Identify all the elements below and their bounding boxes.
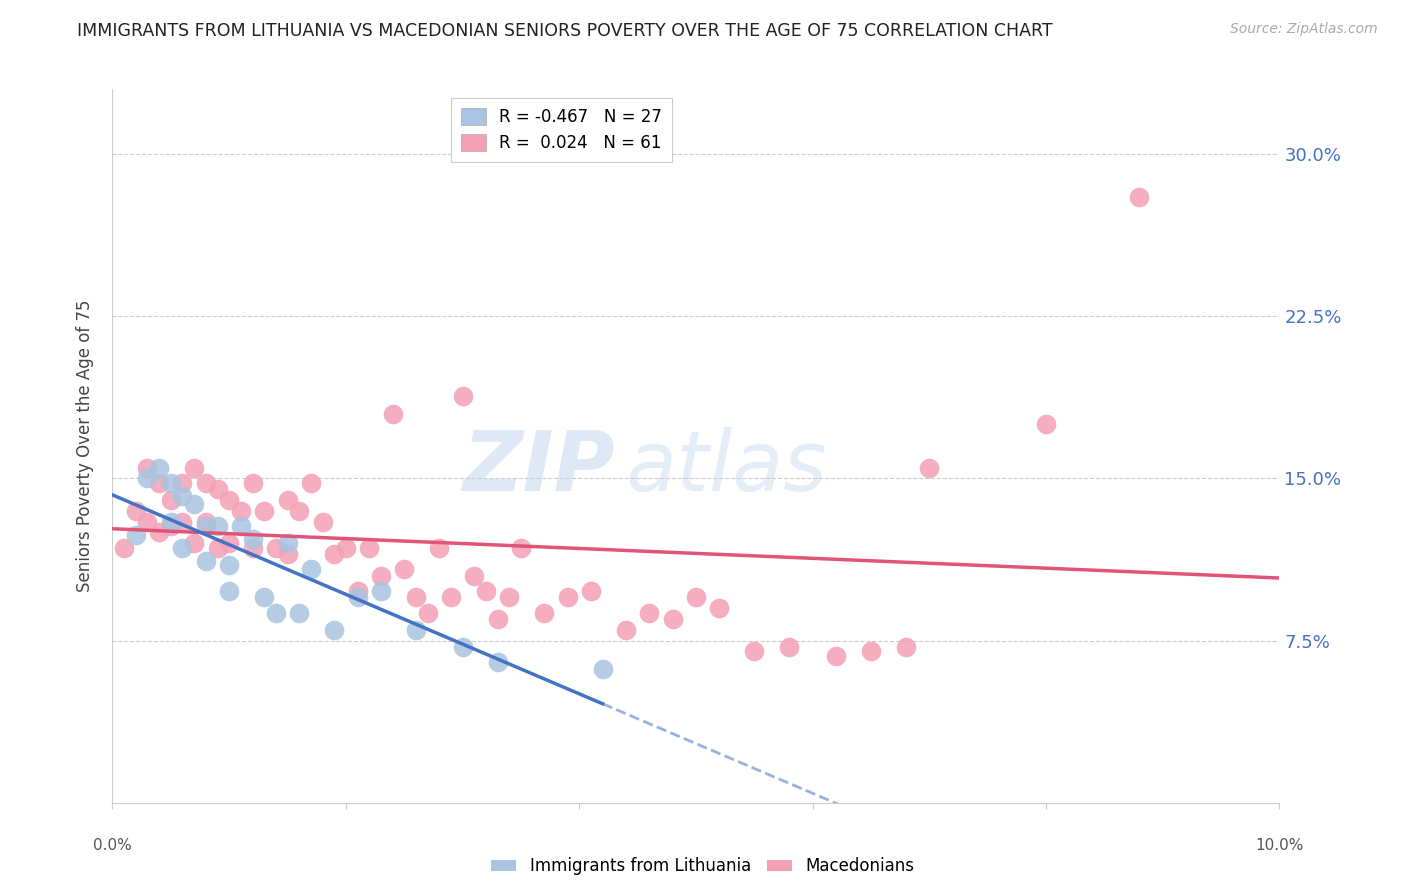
Point xyxy=(148,525,170,540)
Point xyxy=(242,541,264,555)
Point xyxy=(148,460,170,475)
Point xyxy=(346,583,368,598)
Point xyxy=(370,583,392,598)
Point xyxy=(253,591,276,605)
Point xyxy=(160,493,183,508)
Point xyxy=(183,497,205,511)
Point xyxy=(242,532,264,546)
Point xyxy=(918,460,941,475)
Point xyxy=(860,644,883,658)
Point xyxy=(194,475,217,490)
Point xyxy=(463,568,485,582)
Point xyxy=(276,547,298,561)
Point xyxy=(451,640,474,654)
Point xyxy=(451,389,474,403)
Point xyxy=(742,644,765,658)
Point xyxy=(592,662,614,676)
Point xyxy=(638,606,661,620)
Point xyxy=(299,562,322,576)
Point xyxy=(498,591,520,605)
Point xyxy=(229,504,252,518)
Point xyxy=(509,541,531,555)
Point xyxy=(276,536,298,550)
Point xyxy=(894,640,917,654)
Point xyxy=(160,475,183,490)
Point xyxy=(136,515,159,529)
Point xyxy=(136,471,159,485)
Point xyxy=(825,648,848,663)
Point xyxy=(381,407,404,421)
Point xyxy=(323,623,346,637)
Point xyxy=(1128,190,1150,204)
Point xyxy=(125,504,148,518)
Point xyxy=(778,640,800,654)
Point xyxy=(207,519,229,533)
Legend: R = -0.467   N = 27, R =  0.024   N = 61: R = -0.467 N = 27, R = 0.024 N = 61 xyxy=(451,97,672,162)
Text: 0.0%: 0.0% xyxy=(93,838,132,854)
Point xyxy=(242,475,264,490)
Point xyxy=(405,591,427,605)
Point xyxy=(183,460,205,475)
Point xyxy=(346,591,368,605)
Point xyxy=(172,475,194,490)
Text: IMMIGRANTS FROM LITHUANIA VS MACEDONIAN SENIORS POVERTY OVER THE AGE OF 75 CORRE: IMMIGRANTS FROM LITHUANIA VS MACEDONIAN … xyxy=(77,22,1053,40)
Point xyxy=(486,655,509,669)
Point xyxy=(276,493,298,508)
Point xyxy=(370,568,392,582)
Point xyxy=(557,591,579,605)
Point xyxy=(323,547,346,561)
Point xyxy=(427,541,450,555)
Point xyxy=(661,612,683,626)
Point xyxy=(359,541,381,555)
Point xyxy=(394,562,416,576)
Point xyxy=(264,541,287,555)
Point xyxy=(288,606,311,620)
Point xyxy=(194,515,217,529)
Point xyxy=(172,541,194,555)
Point xyxy=(172,489,194,503)
Point xyxy=(160,519,183,533)
Point xyxy=(148,475,170,490)
Point xyxy=(486,612,509,626)
Point xyxy=(533,606,555,620)
Point xyxy=(112,541,135,555)
Point xyxy=(440,591,463,605)
Point xyxy=(207,482,229,496)
Point xyxy=(207,541,229,555)
Point xyxy=(183,536,205,550)
Point xyxy=(218,493,240,508)
Point xyxy=(1035,417,1057,432)
Point xyxy=(194,519,217,533)
Legend: Immigrants from Lithuania, Macedonians: Immigrants from Lithuania, Macedonians xyxy=(485,851,921,882)
Point xyxy=(172,515,194,529)
Point xyxy=(136,460,159,475)
Point xyxy=(194,553,217,567)
Point xyxy=(335,541,357,555)
Point xyxy=(218,558,240,572)
Text: Source: ZipAtlas.com: Source: ZipAtlas.com xyxy=(1230,22,1378,37)
Y-axis label: Seniors Poverty Over the Age of 75: Seniors Poverty Over the Age of 75 xyxy=(76,300,94,592)
Point xyxy=(125,527,148,541)
Point xyxy=(311,515,333,529)
Point xyxy=(709,601,731,615)
Point xyxy=(160,515,183,529)
Point xyxy=(685,591,707,605)
Point xyxy=(299,475,322,490)
Point xyxy=(405,623,427,637)
Point xyxy=(218,536,240,550)
Point xyxy=(614,623,637,637)
Point xyxy=(218,583,240,598)
Text: 10.0%: 10.0% xyxy=(1256,838,1303,854)
Point xyxy=(288,504,311,518)
Point xyxy=(264,606,287,620)
Text: ZIP: ZIP xyxy=(461,427,614,508)
Point xyxy=(475,583,498,598)
Point xyxy=(579,583,602,598)
Point xyxy=(253,504,276,518)
Point xyxy=(229,519,252,533)
Point xyxy=(416,606,439,620)
Text: atlas: atlas xyxy=(626,427,828,508)
